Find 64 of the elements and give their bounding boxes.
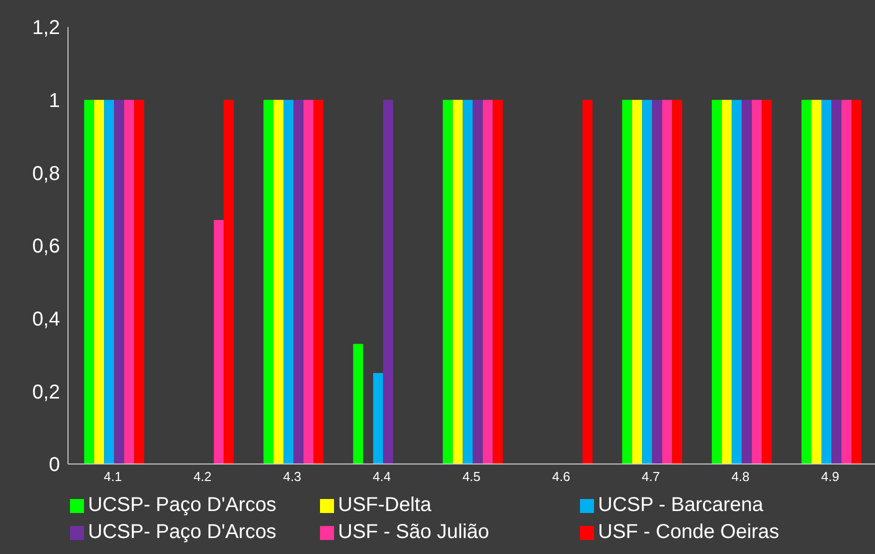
bar [273,100,284,464]
bar [462,100,473,464]
bar [383,100,394,464]
bar [94,100,104,464]
bar [482,100,493,464]
bar [492,100,503,464]
bar [831,100,842,464]
x-tick-label: 4.7 [642,469,660,484]
x-tick-label: 4.5 [462,469,481,484]
bar [742,100,752,464]
bar [104,100,114,464]
bar [214,220,224,464]
x-tick-label: 4.1 [104,469,122,484]
y-tick-label: 0,8 [32,162,60,185]
bar [114,100,124,464]
bar [851,100,862,464]
bar [293,100,304,464]
bar [124,100,134,464]
legend-label: UCSP- Paço D'Arcos [87,521,278,544]
bar [821,100,832,464]
x-tick-label: 4.2 [193,469,212,484]
bar [472,100,483,464]
x-tick-label: 4.4 [372,469,391,484]
bar [672,100,682,464]
bar [722,100,732,464]
bar [811,100,822,464]
bar [801,100,812,464]
bar [841,100,852,464]
bar [263,100,274,464]
legend-label: USF - Conde Oeiras [597,521,780,544]
y-tick-label: 0 [48,454,60,476]
bar [712,100,722,464]
x-tick-label: 4.8 [731,469,750,484]
bar [622,100,632,464]
bar [224,100,234,464]
bar [452,100,463,464]
bar [134,100,144,464]
x-tick-label: 4.6 [552,469,570,484]
bar [632,100,642,464]
x-tick-label: 4.9 [821,469,840,484]
y-tick-label: 1 [48,90,60,112]
y-tick-label: 0,2 [32,381,60,404]
bar [662,100,672,464]
bar [303,100,314,464]
legend-label: USF-Delta [337,494,432,517]
bar [373,372,384,464]
bar [84,100,94,464]
y-tick-label: 1,2 [32,17,60,40]
bar [283,100,294,464]
bar [442,100,453,464]
bar [652,100,662,464]
bar [762,100,772,464]
legend-label: USF - São Julião [337,521,490,544]
y-tick-label: 0,6 [32,236,60,258]
legend-label: UCSP - Barcarena [597,494,764,517]
x-tick-label: 4.3 [283,469,302,484]
bar [732,100,742,464]
bar [313,100,324,464]
bar [582,100,592,464]
bar [353,344,364,464]
bar [642,100,652,464]
bar [752,100,762,464]
legend-label: UCSP- Paço D'Arcos [87,494,278,517]
y-tick-label: 0,4 [32,308,60,330]
